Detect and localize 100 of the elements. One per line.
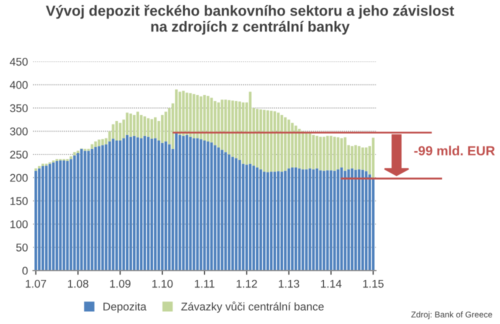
bar xyxy=(322,170,326,271)
bar xyxy=(143,136,146,271)
bar xyxy=(112,124,114,139)
bar xyxy=(84,150,86,271)
bar xyxy=(189,136,192,271)
bar xyxy=(52,162,55,271)
bar xyxy=(248,92,252,164)
bar xyxy=(372,178,375,271)
bar xyxy=(336,137,340,170)
y-tick-label: 350 xyxy=(10,104,28,112)
bar xyxy=(364,147,368,172)
bar xyxy=(262,110,266,172)
bar xyxy=(344,137,346,171)
bar xyxy=(333,170,336,271)
bar xyxy=(210,98,213,142)
y-tick-label: 400 xyxy=(10,81,28,89)
bar xyxy=(245,164,248,271)
bar xyxy=(291,122,294,168)
bar xyxy=(273,111,276,172)
bar xyxy=(361,170,364,271)
bar xyxy=(80,148,83,271)
bar xyxy=(270,110,273,172)
bar xyxy=(196,94,199,138)
bar xyxy=(189,93,192,137)
bar xyxy=(196,138,199,271)
bar xyxy=(118,122,122,141)
bar xyxy=(164,141,168,271)
bar xyxy=(361,147,364,170)
bar xyxy=(129,136,132,271)
bar xyxy=(206,96,210,142)
bar xyxy=(294,126,298,168)
bar xyxy=(333,136,336,171)
bar xyxy=(288,168,290,271)
bar xyxy=(259,109,262,170)
bar xyxy=(302,169,304,271)
bar xyxy=(228,100,230,154)
bar xyxy=(319,170,322,271)
bar xyxy=(154,117,157,138)
bar xyxy=(288,120,290,168)
bar xyxy=(266,110,270,172)
bar xyxy=(136,112,140,138)
bar xyxy=(48,164,52,271)
bar xyxy=(73,155,76,271)
bar xyxy=(350,168,354,271)
y-tick-label: 200 xyxy=(10,174,28,182)
x-tick-label: 1.12 xyxy=(236,280,257,288)
text: -99 mld. EUR xyxy=(414,146,495,156)
bar xyxy=(42,166,44,271)
bar xyxy=(316,168,318,271)
bar xyxy=(276,171,280,271)
bar xyxy=(322,136,326,171)
bar xyxy=(203,140,206,271)
legend-label: Depozita xyxy=(104,302,146,313)
bar xyxy=(157,140,160,271)
bar xyxy=(126,112,128,135)
bar xyxy=(164,112,168,142)
bar xyxy=(298,168,301,271)
bar xyxy=(182,136,185,271)
bar xyxy=(308,168,312,271)
bar xyxy=(104,144,108,271)
bar xyxy=(175,132,178,271)
bar xyxy=(364,171,368,271)
bar xyxy=(326,170,329,271)
bar xyxy=(326,136,329,170)
y-tick-label: 450 xyxy=(10,58,28,66)
bar xyxy=(182,90,185,136)
bar xyxy=(280,114,284,172)
bar xyxy=(344,170,346,271)
bar xyxy=(347,169,350,271)
bar xyxy=(231,156,234,271)
bar xyxy=(220,100,224,150)
bar xyxy=(266,172,270,271)
bar xyxy=(291,167,294,271)
x-tick-label: 1.08 xyxy=(68,280,88,288)
bar xyxy=(368,174,371,271)
bar xyxy=(192,94,196,138)
bar xyxy=(256,108,259,168)
bar xyxy=(262,172,266,271)
bar xyxy=(214,101,216,146)
bar xyxy=(372,138,375,178)
bar xyxy=(56,160,58,271)
bar xyxy=(228,154,230,271)
x-tick-label: 1.10 xyxy=(152,280,173,288)
chart-title: Vývoj depozit řeckého bankovního sektoru a jeho závislost na zdrojích z centrální banky xyxy=(46,4,454,35)
bar xyxy=(330,170,332,271)
bar xyxy=(62,160,66,271)
bar xyxy=(217,147,220,271)
bar xyxy=(330,136,332,170)
y-tick-label: 150 xyxy=(10,197,28,206)
bar xyxy=(234,158,238,271)
bar xyxy=(280,172,284,271)
y-tick-label: 50 xyxy=(16,244,28,252)
bar xyxy=(38,168,41,271)
bar xyxy=(146,136,150,271)
bar xyxy=(340,167,343,271)
bar xyxy=(98,140,100,146)
bar xyxy=(312,169,315,271)
bar xyxy=(76,150,80,154)
bar xyxy=(284,170,287,271)
bar xyxy=(186,134,188,271)
